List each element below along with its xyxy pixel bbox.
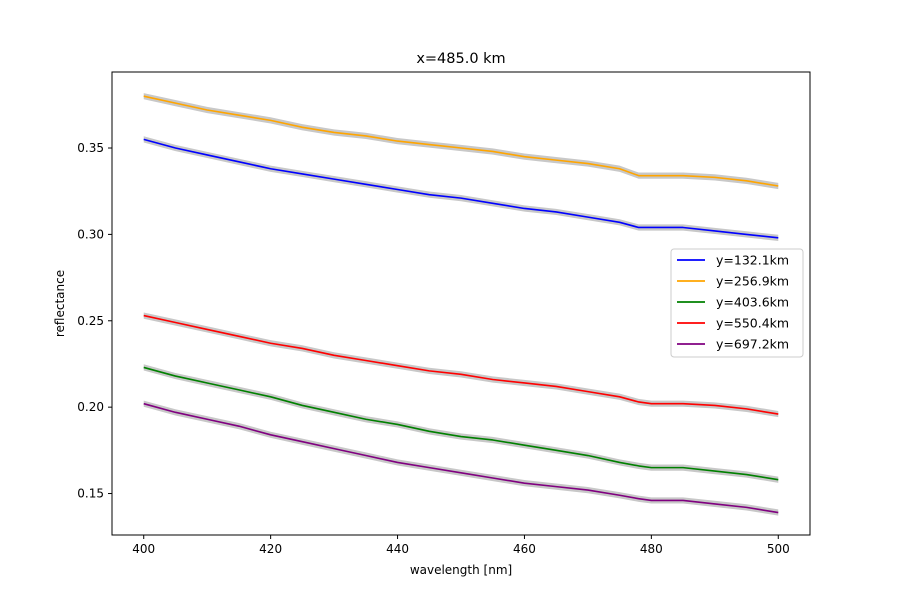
y-tick-label: 0.20 bbox=[77, 400, 104, 414]
x-tick-label: 480 bbox=[640, 542, 663, 556]
legend-entry-label: y=697.2km bbox=[716, 337, 789, 352]
x-axis: 400 420 440 460 480 500 bbox=[132, 535, 790, 556]
x-tick-label: 420 bbox=[259, 542, 282, 556]
series-line bbox=[143, 95, 779, 187]
x-tick-label: 500 bbox=[767, 542, 790, 556]
series-line bbox=[143, 314, 779, 415]
series-line bbox=[143, 138, 779, 239]
x-axis-label: wavelength [nm] bbox=[410, 563, 512, 577]
y-tick-label: 0.25 bbox=[77, 314, 104, 328]
legend-entry-label: y=256.9km bbox=[716, 274, 789, 289]
series-line bbox=[143, 366, 779, 481]
y-tick-label: 0.15 bbox=[77, 487, 104, 501]
legend-entry-label: y=550.4km bbox=[716, 316, 789, 331]
uncertainty-band bbox=[143, 93, 779, 190]
legend-entry-label: y=132.1km bbox=[716, 253, 789, 268]
legend-box bbox=[670, 248, 804, 358]
y-axis-label: reflectance bbox=[53, 270, 67, 337]
series-line bbox=[143, 402, 779, 514]
uncertainty-band bbox=[143, 312, 779, 418]
y-axis: 0.15 0.20 0.25 0.30 0.35 bbox=[77, 141, 112, 501]
legend: y=132.1km y=256.9km y=403.6km y=550.4km y=69… bbox=[670, 248, 804, 358]
x-tick-label: 440 bbox=[386, 542, 409, 556]
chart-title: x=485.0 km bbox=[416, 51, 505, 67]
legend-entry-label: y=403.6km bbox=[716, 295, 789, 310]
y-tick-label: 0.30 bbox=[77, 227, 104, 241]
x-tick-label: 400 bbox=[132, 542, 155, 556]
x-tick-label: 460 bbox=[513, 542, 536, 556]
y-tick-label: 0.35 bbox=[77, 141, 104, 155]
plot-area-frame bbox=[111, 71, 811, 536]
series-lines bbox=[143, 95, 779, 514]
